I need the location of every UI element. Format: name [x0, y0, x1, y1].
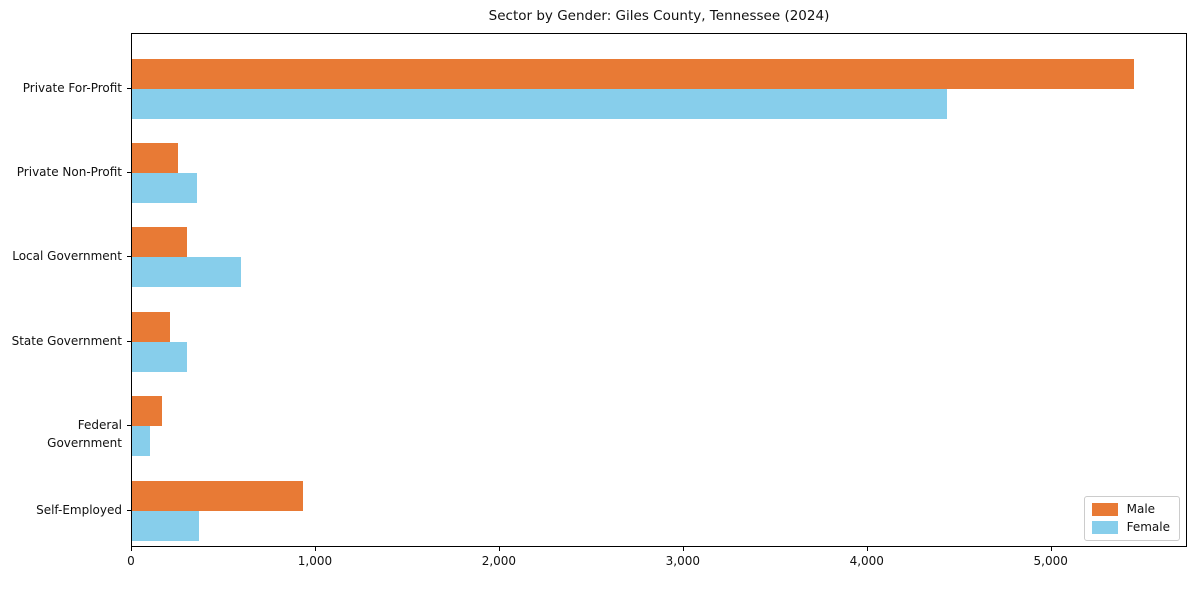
- y-tick-mark-self-employed: [127, 509, 131, 511]
- y-tick-mark-federal-government: [127, 425, 131, 427]
- x-tick-label-2000: 2,000: [481, 554, 517, 568]
- bar-female-federal-government: [132, 426, 151, 457]
- y-tick-mark-private-for-profit: [127, 87, 131, 89]
- bar-female-local-government: [132, 257, 241, 288]
- y-tick-label-self-employed: Self-Employed: [36, 502, 122, 517]
- y-tick-label-federal-government: Federal Government: [47, 418, 122, 451]
- legend-entry-female: Female: [1091, 520, 1170, 534]
- bar-male-private-for-profit: [132, 58, 1135, 89]
- x-tick-mark-4000: [866, 547, 868, 551]
- legend-swatch-female: [1091, 521, 1118, 534]
- x-tick-label-0: 0: [127, 554, 135, 568]
- y-tick-label-local-government: Local Government: [12, 249, 122, 264]
- x-tick-mark-3000: [682, 547, 684, 551]
- bar-male-state-government: [132, 311, 170, 342]
- bar-female-state-government: [132, 341, 188, 372]
- legend-label-male: Male: [1126, 502, 1156, 516]
- x-tick-mark-0: [131, 547, 132, 551]
- legend-label-female: Female: [1126, 520, 1170, 534]
- bar-male-local-government: [132, 227, 188, 258]
- x-tick-label-3000: 3,000: [665, 554, 700, 568]
- bar-female-self-employed: [132, 510, 200, 541]
- y-tick-label-private-non-profit: Private Non-Profit: [16, 164, 122, 179]
- x-tick-label-4000: 4,000: [849, 554, 884, 568]
- bar-male-private-non-profit: [132, 142, 178, 173]
- chart-title: Sector by Gender: Giles County, Tennesse…: [488, 8, 830, 24]
- y-tick-mark-local-government: [127, 256, 131, 258]
- x-tick-mark-1000: [314, 547, 316, 551]
- y-tick-label-private-for-profit: Private For-Profit: [22, 80, 122, 95]
- legend-entry-male: Male: [1091, 502, 1170, 516]
- x-tick-mark-2000: [498, 547, 500, 551]
- bar-female-private-non-profit: [132, 172, 198, 203]
- x-tick-mark-5000: [1050, 547, 1052, 551]
- y-tick-mark-private-non-profit: [127, 171, 131, 173]
- y-tick-mark-state-government: [127, 340, 131, 342]
- bar-male-federal-government: [132, 396, 163, 427]
- legend-swatch-male: [1091, 503, 1118, 516]
- bar-female-private-for-profit: [132, 88, 947, 119]
- legend: Male Female: [1083, 496, 1180, 541]
- x-tick-label-5000: 5,000: [1033, 554, 1068, 568]
- x-tick-label-1000: 1,000: [297, 554, 333, 568]
- bar-male-self-employed: [132, 480, 304, 511]
- plot-area: Male Female: [131, 33, 1187, 547]
- y-tick-label-state-government: State Government: [11, 333, 122, 348]
